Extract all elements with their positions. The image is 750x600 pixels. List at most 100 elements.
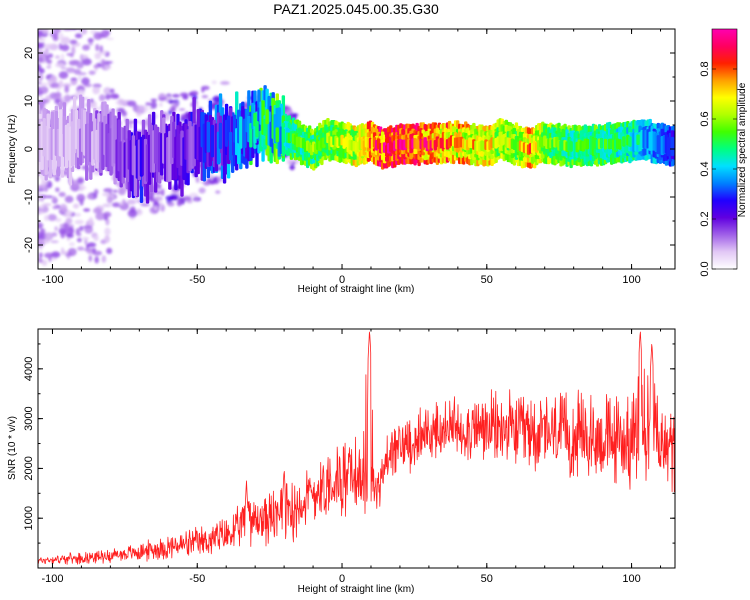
spectrogram-noise-cell bbox=[119, 186, 124, 193]
spectrogram-noise-cell bbox=[59, 203, 68, 212]
spectrogram-noise-cell bbox=[74, 213, 82, 217]
spectrogram-noise-cell bbox=[95, 212, 106, 221]
spectrogram-noise-cell bbox=[167, 201, 175, 207]
spectrogram-ridge-cell bbox=[585, 138, 590, 150]
colorbar-tick-label: 0.8 bbox=[699, 61, 711, 76]
spectrogram-noise-cell bbox=[150, 101, 157, 109]
spectrogram-noise-cell bbox=[288, 113, 299, 117]
spectrogram-ridge-cell bbox=[281, 128, 286, 143]
spectrogram-noise-cell bbox=[103, 211, 112, 218]
spectrogram-ridge-cell bbox=[569, 141, 573, 152]
spectrogram-noise-cell bbox=[94, 52, 102, 60]
spectrogram-noise-cell bbox=[78, 231, 82, 237]
spectrogram-noise-cell bbox=[52, 205, 58, 210]
spectrogram-y-tick-label: -20 bbox=[23, 237, 35, 253]
spectrogram-noise-cell bbox=[203, 180, 211, 186]
spectrogram-noise-cell bbox=[94, 256, 99, 264]
spectrogram-ridge-cell bbox=[666, 137, 671, 157]
spectrogram-y-label: Frequency (Hz) bbox=[7, 115, 18, 184]
spectrogram-noise-cell bbox=[104, 66, 112, 70]
spectrogram-y-tick-label: -10 bbox=[23, 189, 35, 205]
spectrogram-noise-cell bbox=[77, 75, 82, 81]
spectrogram-noise-cell bbox=[70, 179, 80, 188]
spectrogram-noise-cell bbox=[190, 90, 199, 96]
spectrogram-noise-cell bbox=[44, 232, 54, 241]
spectrogram-ridge-cell bbox=[622, 136, 626, 147]
spectrogram-ridge-cell bbox=[599, 137, 604, 149]
spectrogram-ridge-cell bbox=[228, 131, 233, 161]
spectrogram-noise-cell bbox=[103, 61, 113, 64]
spectrogram-noise-cell bbox=[93, 235, 99, 242]
spectrogram-noise-cell bbox=[50, 240, 59, 244]
spectrogram-noise-cell bbox=[38, 231, 43, 240]
spectrogram-noise-cell bbox=[38, 184, 48, 190]
spectrogram-noise-cell bbox=[127, 209, 138, 218]
spectrogram-x-tick-label: 0 bbox=[339, 274, 345, 286]
spectrogram-noise-cell bbox=[76, 193, 86, 202]
spectrogram-noise-cell bbox=[60, 247, 65, 256]
spectrogram-noise-cell bbox=[38, 256, 42, 263]
spectrogram-ridge-cell bbox=[628, 136, 632, 147]
colorbar-tick-label: 0.2 bbox=[699, 211, 711, 226]
spectrogram-noise-cell bbox=[158, 97, 168, 100]
spectrogram-noise-cell bbox=[42, 203, 52, 207]
spectrogram-noise-cell bbox=[77, 246, 85, 251]
spectrogram-noise-cell bbox=[69, 39, 78, 45]
spectrogram-noise-cell bbox=[145, 102, 152, 106]
spectrogram-noise-cell bbox=[88, 217, 94, 226]
colorbar: 0.0 0.2 0.4 0.6 0.8 Normalized spectral ampl… bbox=[699, 28, 748, 277]
spectrogram-noise-cell bbox=[52, 32, 58, 41]
spectrogram-noise-cell bbox=[66, 53, 74, 56]
spectrogram-noise-cell bbox=[161, 188, 165, 197]
snr-x-label: Height of straight line (km) bbox=[298, 584, 415, 595]
spectrogram-noise-cell bbox=[159, 102, 163, 107]
snr-x-tick-label: -50 bbox=[189, 573, 205, 585]
spectrogram-noise-cell bbox=[82, 236, 90, 241]
spectrogram-noise-cell bbox=[71, 60, 80, 63]
spectrogram-noise-cell bbox=[84, 226, 93, 234]
spectrogram-x-tick-label: -100 bbox=[41, 274, 63, 286]
spectrogram-noise-cell bbox=[182, 196, 192, 201]
spectrogram-x-ticks: -100 -50 0 50 100 bbox=[41, 29, 662, 286]
spectrogram-noise-cell bbox=[77, 177, 85, 184]
spectrogram-noise-cell bbox=[289, 163, 295, 171]
spectrogram-noise-cell bbox=[148, 198, 156, 202]
spectrogram-noise-cell bbox=[180, 114, 188, 121]
spectrogram-noise-cell bbox=[55, 187, 60, 193]
spectrogram-noise-cell bbox=[75, 21, 80, 28]
spectrogram-noise-cell bbox=[169, 193, 179, 201]
spectrogram-noise-cell bbox=[46, 65, 52, 69]
colorbar-tick-label: 0.4 bbox=[699, 161, 711, 176]
spectrogram-noise-cell bbox=[150, 98, 158, 102]
spectrogram-noise-cell bbox=[83, 21, 91, 28]
spectrogram-noise-cell bbox=[43, 43, 53, 48]
spectrogram-noise-cell bbox=[86, 194, 94, 200]
spectrogram-noise-cell bbox=[214, 95, 220, 101]
spectrogram-noise-cell bbox=[106, 37, 114, 41]
spectrogram-noise-cell bbox=[77, 72, 87, 76]
spectrogram-noise-cell bbox=[65, 217, 73, 225]
spectrogram-ridge-cell bbox=[603, 138, 608, 150]
snr-y-label: SNR (10 * v/v) bbox=[7, 416, 18, 480]
colorbar-ticks: 0.0 0.2 0.4 0.6 0.8 bbox=[699, 61, 737, 277]
spectrogram-x-label: Height of straight line (km) bbox=[298, 284, 415, 295]
spectrogram-noise-cell bbox=[38, 90, 44, 96]
spectrogram-noise-cell bbox=[41, 29, 49, 34]
snr-y-tick-label: 3000 bbox=[23, 406, 35, 430]
spectrogram-noise-cell bbox=[81, 58, 92, 66]
spectrogram-noise-cell bbox=[195, 175, 200, 184]
spectrogram-noise-cell bbox=[62, 83, 72, 88]
spectrogram-noise-cell bbox=[38, 188, 45, 192]
spectrogram-noise-cell bbox=[38, 252, 43, 259]
spectrogram-noise-cell bbox=[122, 198, 126, 208]
spectrogram-noise-cell bbox=[38, 239, 45, 243]
spectrogram-ridge-cell bbox=[618, 139, 622, 150]
spectrogram-y-ticks: -20 -10 0 10 20 bbox=[23, 28, 675, 270]
spectrogram-noise-cell bbox=[74, 219, 84, 225]
spectrogram-noise-cell bbox=[80, 55, 87, 60]
spectrogram-noise-cell bbox=[60, 53, 65, 62]
spectrogram-noise-cell bbox=[82, 44, 90, 51]
spectrogram-noise-cell bbox=[118, 201, 124, 206]
